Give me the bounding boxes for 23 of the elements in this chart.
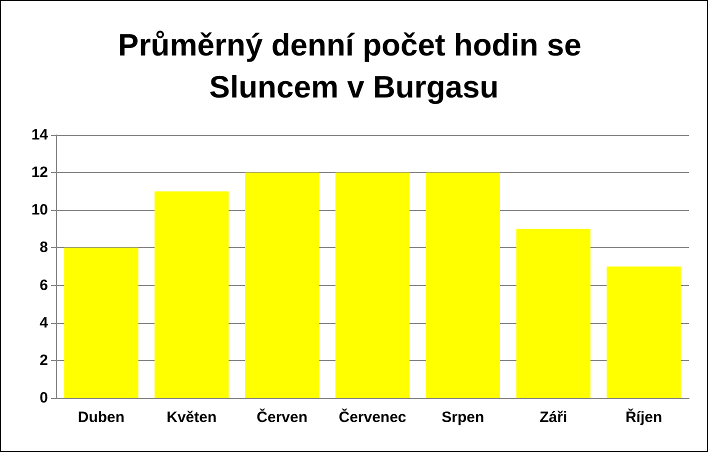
bar <box>335 172 410 398</box>
x-tick-label: Duben <box>78 409 125 426</box>
y-tick-label: 4 <box>40 314 49 332</box>
bar <box>606 266 681 398</box>
y-tick-label: 2 <box>40 352 48 369</box>
x-tick-label: Srpen <box>442 409 484 426</box>
x-tick-label: Říjen <box>625 408 662 426</box>
x-tick-label: Červenec <box>338 408 406 426</box>
bar <box>154 191 229 398</box>
bar <box>426 172 500 398</box>
y-tick-label: 6 <box>40 276 48 294</box>
x-tick-label: Červen <box>256 408 308 426</box>
y-tick-label: 14 <box>31 126 49 144</box>
bar <box>64 248 138 398</box>
y-tick-label: 12 <box>31 164 48 182</box>
y-tick-label: 8 <box>40 239 48 256</box>
chart-title: Průměrný denní počet hodin se Sluncem v Burgasu <box>118 28 590 104</box>
y-tick-label: 10 <box>31 202 48 219</box>
y-tick-label: 0 <box>40 390 48 406</box>
bar <box>516 228 590 398</box>
x-tick-label: Květen <box>166 409 217 426</box>
x-tick-label: Záři <box>540 409 568 426</box>
bar <box>244 172 320 398</box>
